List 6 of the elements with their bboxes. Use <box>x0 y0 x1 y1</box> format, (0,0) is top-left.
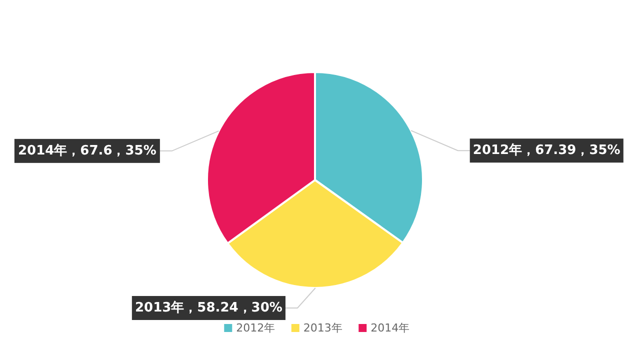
legend-label: 2012年 <box>236 322 276 334</box>
data-label: 2013年，58.24，30% <box>134 300 282 316</box>
legend-label: 2013年 <box>303 322 342 334</box>
data-label: 2014年，67.6，35% <box>18 143 156 158</box>
data-label: 2012年，67.39，35% <box>472 143 620 158</box>
legend-label: 2014年 <box>370 322 410 334</box>
